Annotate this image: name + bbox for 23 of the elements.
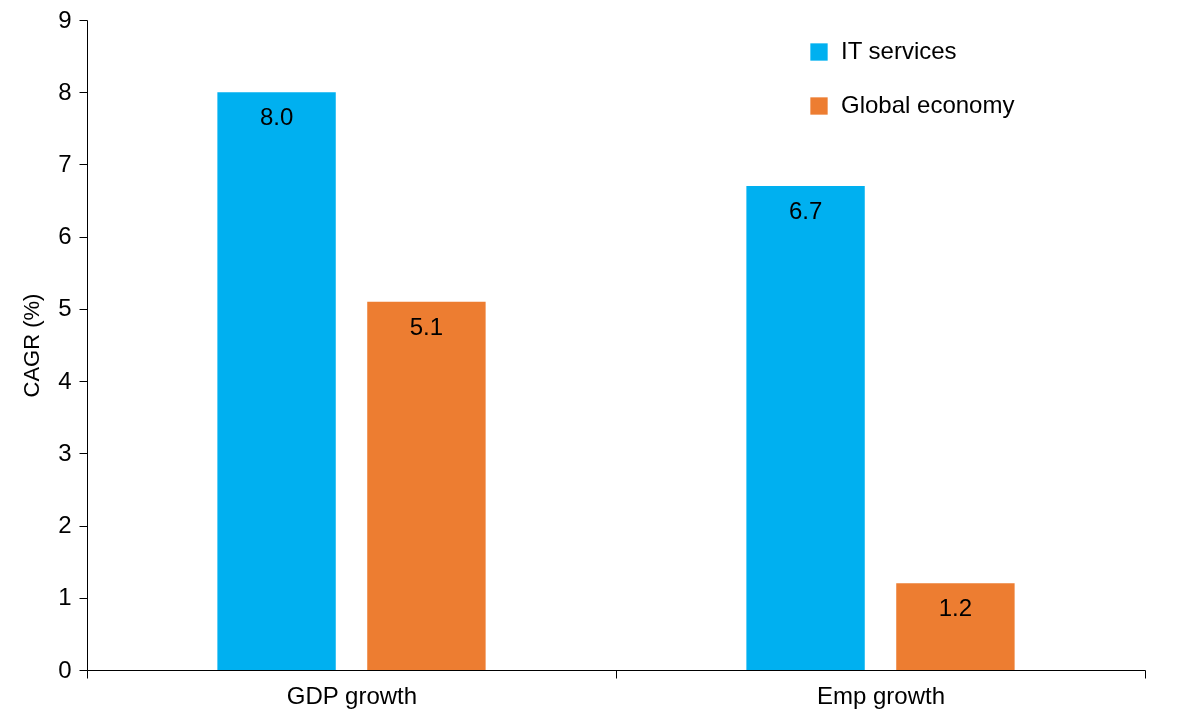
y-tick-label: 3 <box>58 438 72 466</box>
data-label: 5.1 <box>409 312 444 340</box>
y-tick-label: 8 <box>58 77 72 105</box>
bar <box>746 186 865 670</box>
data-label: 1.2 <box>938 594 973 622</box>
bar <box>217 92 336 670</box>
y-tick-label: 6 <box>58 222 72 250</box>
y-tick-label: 2 <box>58 511 72 539</box>
y-tick-label: 9 <box>58 5 72 33</box>
y-tick-label: 4 <box>58 366 72 394</box>
data-label: 6.7 <box>788 197 823 225</box>
y-tick-label: 0 <box>58 655 72 683</box>
y-axis-title: CAGR (%) <box>19 293 45 398</box>
bar <box>367 301 486 670</box>
legend-label: IT services <box>841 37 957 64</box>
y-tick-label: 5 <box>58 294 72 322</box>
bar <box>896 583 1015 670</box>
y-tick-label: 7 <box>58 149 72 177</box>
x-tick-label: GDP growth <box>286 681 418 709</box>
x-tick-label: Emp growth <box>816 681 946 709</box>
y-tick-label: 1 <box>58 583 72 611</box>
data-label: 8.0 <box>259 103 294 131</box>
legend-label: Global economy <box>841 91 1015 118</box>
